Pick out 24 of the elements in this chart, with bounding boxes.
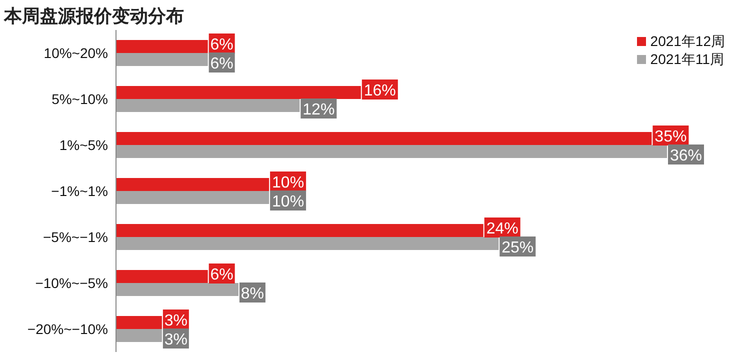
data-label: 10%	[272, 194, 304, 210]
data-label: 25%	[502, 240, 534, 256]
y-tick-label: −10%~−5%	[35, 274, 108, 291]
data-label: 16%	[364, 82, 396, 100]
legend-label: 2021年11周	[650, 50, 724, 68]
y-tick-label: −5%~−1%	[43, 228, 108, 245]
data-label: 6%	[210, 56, 234, 72]
data-label: 6%	[210, 36, 234, 54]
data-label: 6%	[210, 266, 234, 284]
y-tick-label: −20%~−10%	[27, 320, 108, 337]
data-label: 8%	[240, 286, 264, 302]
legend-label: 2021年12周	[650, 32, 725, 50]
y-tick-label: 1%~5%	[59, 136, 108, 153]
y-tick-label: 10%~20%	[44, 44, 108, 61]
data-label: 3%	[164, 332, 188, 348]
y-tick-label: −1%~1%	[51, 182, 108, 199]
data-label: 10%	[272, 174, 304, 192]
chart-title: 本周盘源报价变动分布	[4, 5, 184, 28]
data-label: 3%	[164, 312, 188, 330]
data-label: 24%	[486, 220, 518, 238]
y-tick-label: 5%~10%	[52, 90, 108, 107]
data-label: 12%	[302, 102, 335, 118]
data-label: 36%	[670, 148, 702, 164]
data-label: 35%	[654, 128, 687, 146]
